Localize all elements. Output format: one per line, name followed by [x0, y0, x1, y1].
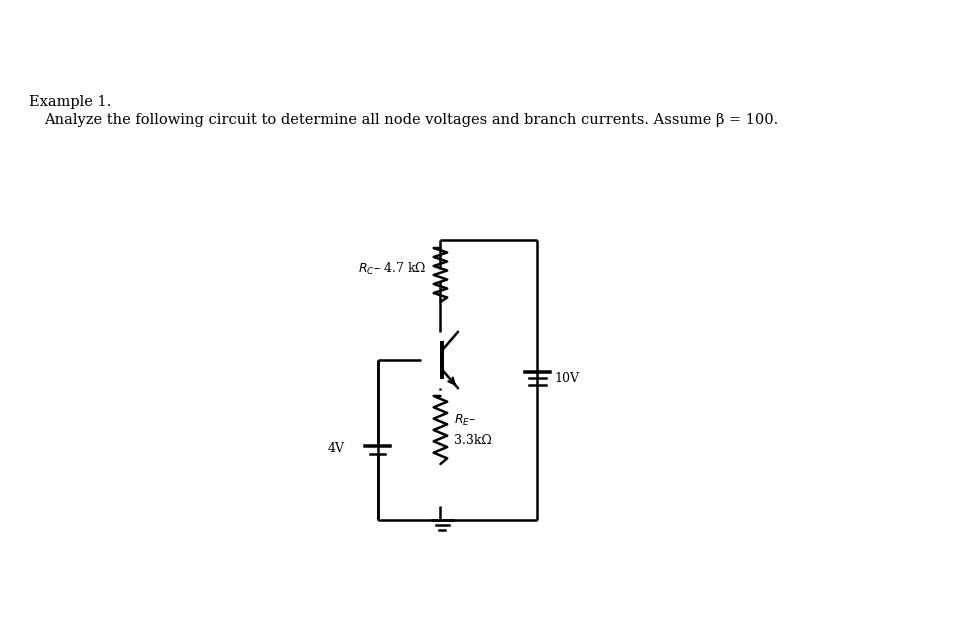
Text: 10V: 10V: [554, 372, 579, 385]
Text: 3.3kΩ: 3.3kΩ: [454, 433, 492, 447]
Text: $R_C$– 4.7 kΩ: $R_C$– 4.7 kΩ: [357, 261, 426, 277]
Text: 4V: 4V: [327, 442, 344, 454]
Text: Analyze the following circuit to determine all node voltages and branch currents: Analyze the following circuit to determi…: [45, 113, 778, 127]
Text: Example 1.: Example 1.: [29, 95, 112, 109]
Text: $R_E$–: $R_E$–: [454, 412, 476, 428]
